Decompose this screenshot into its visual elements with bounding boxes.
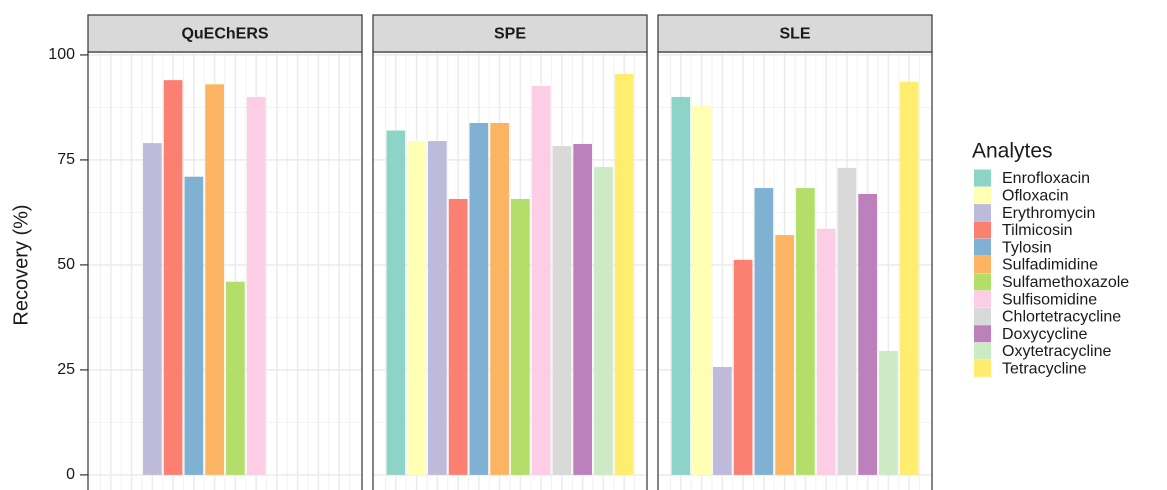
bar [775,235,794,475]
bar [816,228,836,475]
bar [594,167,613,475]
legend-key [974,342,991,360]
bar [692,105,711,475]
legend-label: Sulfadimidine [1002,257,1098,274]
legend-label: Doxycycline [1002,326,1087,343]
bar [246,96,266,475]
legend-key [974,186,991,204]
bar [531,86,551,475]
y-tick-label: 50 [57,256,75,273]
bar [143,143,162,475]
legend-label: Tylosin [1002,239,1052,256]
y-tick-label: 0 [66,466,75,483]
bar [226,281,245,475]
legend-key [974,290,991,308]
legend-label: Tilmicosin [1002,222,1073,239]
bar [469,122,489,475]
y-tick-label: 75 [57,151,75,168]
bar [163,80,183,475]
bar [796,188,815,475]
bar [428,141,447,475]
bar [858,193,877,475]
legend-key [974,238,991,256]
legend-key [974,273,991,291]
legend-key [974,221,991,239]
legend-key [974,359,991,377]
legend-key [974,256,991,273]
bar [899,81,919,475]
strip-label: SPE [494,26,526,43]
legend-key [974,169,991,187]
y-tick-label: 100 [48,46,75,63]
legend-title: Analytes [972,140,1053,163]
bar [614,73,634,475]
legend-label: Erythromycin [1002,205,1095,222]
bar [386,130,406,475]
legend-label: Sulfisomidine [1002,291,1097,308]
bar [879,350,898,475]
bar [733,259,753,475]
bar [754,188,774,475]
strip [87,14,363,53]
bar [552,146,572,475]
legend-label: Oxytetracycline [1002,343,1111,360]
bar [573,143,592,475]
legend-label: Chlortetracycline [1002,309,1121,326]
bar [511,198,530,475]
strip [657,14,933,53]
bar [490,122,509,475]
legend-label: Ofloxacin [1002,188,1069,205]
strip [372,14,648,53]
bar [407,141,426,475]
legend-key [974,307,991,325]
legend-key [974,204,991,222]
legend-label: Tetracycline [1002,361,1087,378]
legend-label: Enrofloxacin [1002,170,1090,187]
y-axis-label: Recovery (%) [10,204,32,325]
legend-key [974,325,991,343]
bar [184,176,204,475]
bar [205,84,224,475]
bar [448,198,468,475]
bar [837,167,857,475]
strip-label: QuEChERS [181,26,268,43]
bar [713,366,732,475]
y-tick-label: 25 [57,361,75,378]
bar [671,96,691,475]
legend-label: Sulfamethoxazole [1002,274,1129,291]
strip-label: SLE [779,26,810,43]
